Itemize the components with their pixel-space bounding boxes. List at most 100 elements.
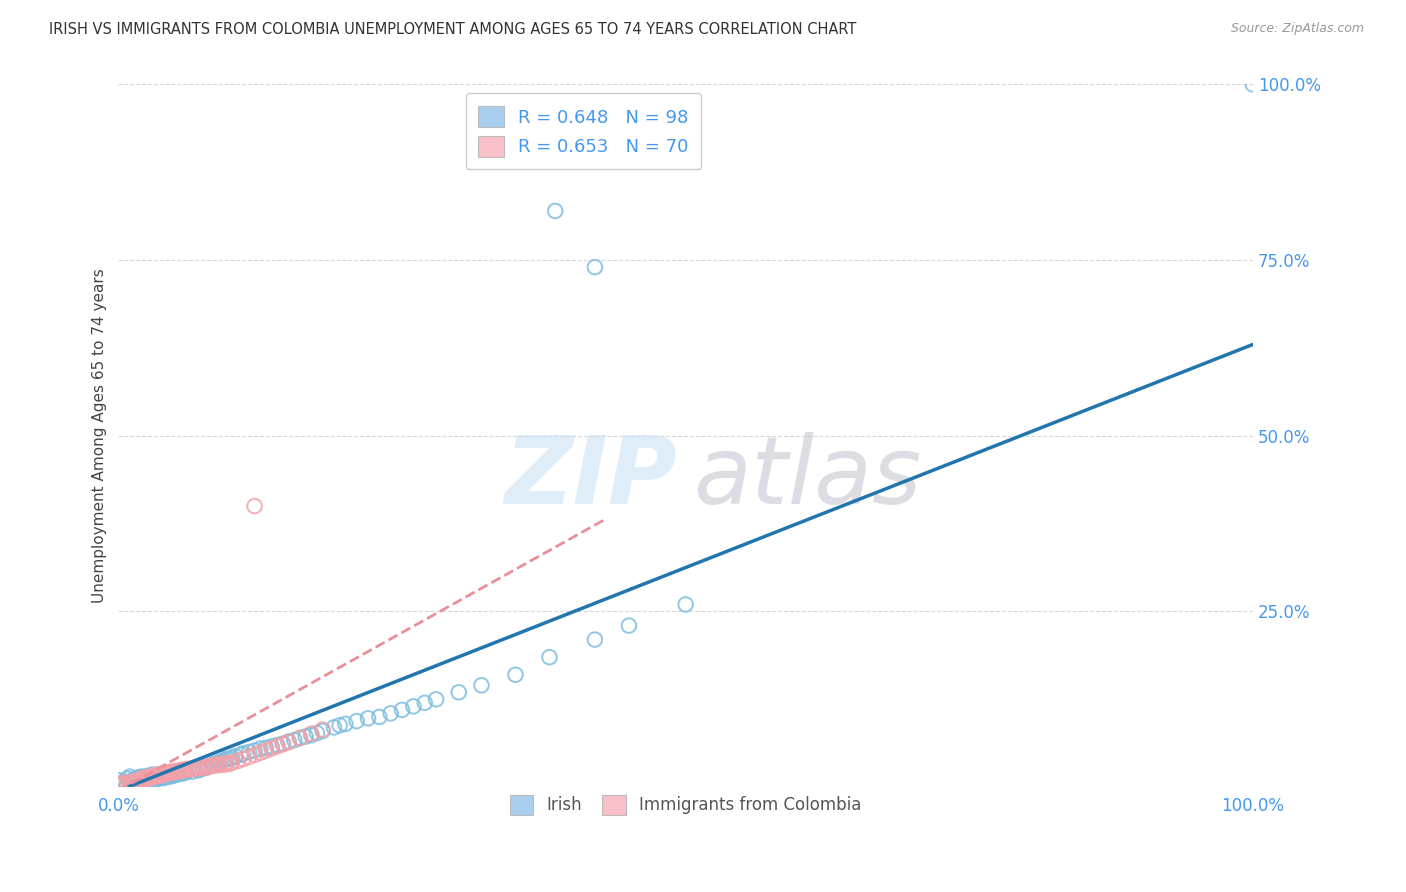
- Point: [156, 765, 179, 780]
- Point: [135, 772, 157, 786]
- Point: [207, 756, 229, 770]
- Point: [132, 772, 155, 787]
- Point: [138, 771, 160, 785]
- Point: [188, 763, 211, 777]
- Point: [617, 618, 640, 632]
- Point: [129, 773, 152, 788]
- Point: [243, 747, 266, 762]
- Point: [209, 755, 232, 769]
- Point: [177, 763, 200, 777]
- Point: [243, 744, 266, 758]
- Point: [129, 770, 152, 784]
- Point: [169, 764, 191, 778]
- Point: [122, 774, 145, 789]
- Point: [277, 735, 299, 749]
- Text: atlas: atlas: [693, 433, 922, 524]
- Point: [288, 731, 311, 745]
- Point: [193, 761, 215, 775]
- Point: [544, 203, 567, 218]
- Point: [209, 756, 232, 771]
- Point: [380, 706, 402, 721]
- Point: [118, 775, 141, 789]
- Point: [172, 764, 194, 778]
- Point: [425, 692, 447, 706]
- Point: [122, 773, 145, 788]
- Point: [277, 734, 299, 748]
- Point: [155, 770, 177, 784]
- Point: [238, 750, 260, 764]
- Point: [138, 773, 160, 788]
- Point: [162, 769, 184, 783]
- Point: [357, 711, 380, 725]
- Point: [111, 777, 134, 791]
- Point: [159, 770, 181, 784]
- Point: [115, 778, 138, 792]
- Point: [283, 733, 305, 747]
- Point: [129, 775, 152, 789]
- Point: [118, 770, 141, 784]
- Point: [117, 777, 139, 791]
- Point: [141, 769, 163, 783]
- Text: Source: ZipAtlas.com: Source: ZipAtlas.com: [1230, 22, 1364, 36]
- Point: [204, 756, 226, 771]
- Point: [166, 764, 188, 779]
- Point: [149, 771, 172, 785]
- Point: [305, 726, 328, 740]
- Point: [146, 767, 169, 781]
- Point: [135, 770, 157, 784]
- Point: [243, 499, 266, 513]
- Point: [266, 738, 288, 752]
- Point: [447, 685, 470, 699]
- Point: [368, 710, 391, 724]
- Point: [128, 770, 150, 784]
- Point: [143, 770, 166, 784]
- Point: [215, 752, 238, 766]
- Point: [139, 770, 162, 784]
- Point: [249, 746, 271, 760]
- Point: [218, 756, 240, 771]
- Point: [156, 766, 179, 780]
- Point: [172, 763, 194, 777]
- Point: [127, 773, 149, 788]
- Point: [224, 749, 246, 764]
- Point: [128, 774, 150, 789]
- Point: [181, 761, 204, 775]
- Point: [329, 718, 352, 732]
- Point: [232, 752, 254, 766]
- Point: [107, 777, 129, 791]
- Point: [132, 772, 155, 787]
- Point: [153, 766, 176, 780]
- Point: [150, 769, 173, 783]
- Point: [173, 766, 195, 780]
- Point: [127, 773, 149, 788]
- Point: [271, 737, 294, 751]
- Point: [135, 774, 157, 789]
- Point: [166, 767, 188, 781]
- Point: [232, 747, 254, 761]
- Point: [149, 768, 172, 782]
- Point: [141, 767, 163, 781]
- Point: [187, 760, 209, 774]
- Point: [169, 764, 191, 779]
- Point: [226, 754, 249, 768]
- Point: [162, 765, 184, 780]
- Point: [583, 260, 606, 274]
- Point: [129, 772, 152, 786]
- Point: [183, 762, 205, 776]
- Point: [112, 774, 135, 789]
- Point: [145, 770, 167, 784]
- Point: [135, 769, 157, 783]
- Point: [201, 757, 224, 772]
- Point: [266, 739, 288, 754]
- Point: [187, 764, 209, 778]
- Point: [173, 764, 195, 778]
- Point: [177, 763, 200, 777]
- Point: [141, 772, 163, 786]
- Point: [229, 747, 252, 762]
- Point: [212, 757, 235, 772]
- Point: [221, 756, 243, 770]
- Point: [145, 768, 167, 782]
- Point: [111, 778, 134, 792]
- Point: [193, 760, 215, 774]
- Point: [143, 773, 166, 788]
